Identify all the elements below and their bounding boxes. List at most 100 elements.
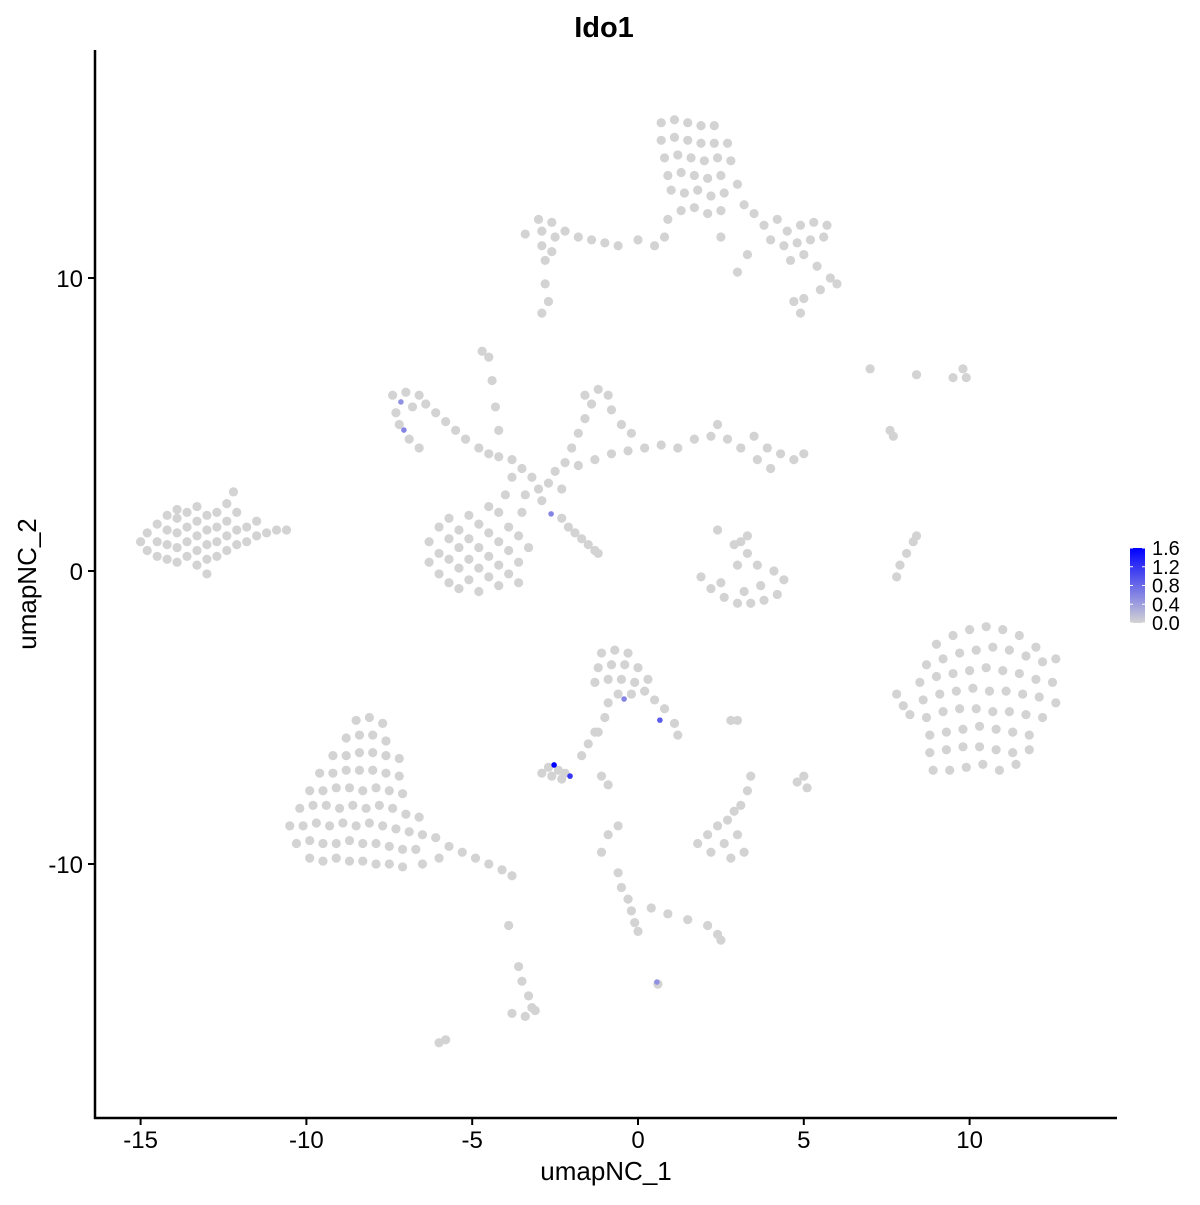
cell-point bbox=[537, 226, 547, 236]
cell-point bbox=[527, 472, 537, 482]
cell-point bbox=[799, 449, 809, 459]
cell-point bbox=[901, 548, 912, 559]
cell-point bbox=[766, 463, 776, 474]
cell-point bbox=[696, 138, 706, 148]
cell-point bbox=[600, 238, 610, 248]
cell-point bbox=[500, 490, 510, 500]
cell-point bbox=[689, 170, 699, 181]
cell-point bbox=[474, 586, 484, 597]
cell-point bbox=[484, 449, 494, 459]
cell-point bbox=[640, 686, 650, 696]
cell-point bbox=[441, 1035, 451, 1045]
cell-point bbox=[600, 712, 610, 723]
cell-point bbox=[537, 496, 547, 506]
cell-point bbox=[464, 510, 474, 520]
cell-point bbox=[444, 513, 454, 523]
cell-point bbox=[941, 727, 951, 737]
cell-point bbox=[464, 554, 474, 564]
cell-point bbox=[752, 455, 762, 465]
cell-point bbox=[404, 434, 414, 444]
cell-point bbox=[444, 578, 454, 588]
cell-point bbox=[1021, 709, 1031, 720]
cell-point bbox=[742, 249, 753, 260]
cell-point bbox=[414, 812, 424, 822]
cell-point bbox=[593, 384, 603, 394]
cell-point bbox=[795, 308, 806, 318]
cell-point bbox=[971, 704, 981, 714]
expressing-cell-point bbox=[621, 696, 627, 702]
cell-point bbox=[633, 926, 643, 936]
cell-point bbox=[696, 572, 706, 582]
cell-point bbox=[729, 806, 739, 816]
cell-point bbox=[474, 542, 484, 553]
cell-point bbox=[978, 759, 988, 769]
cell-point bbox=[792, 238, 802, 248]
cell-point bbox=[762, 443, 772, 453]
cell-point bbox=[281, 525, 292, 535]
cell-point bbox=[706, 431, 716, 441]
cell-point bbox=[832, 279, 842, 289]
cell-point bbox=[683, 135, 693, 145]
cell-point bbox=[898, 701, 908, 711]
cell-point bbox=[1014, 630, 1024, 641]
colorbar bbox=[1130, 548, 1145, 623]
cell-point bbox=[305, 853, 315, 863]
cell-point bbox=[865, 364, 875, 374]
cell-point bbox=[424, 537, 434, 547]
cell-point bbox=[560, 226, 570, 236]
cell-point bbox=[659, 153, 670, 163]
cell-point bbox=[457, 847, 467, 857]
cell-point bbox=[892, 689, 902, 699]
cell-point bbox=[659, 704, 670, 714]
cell-point bbox=[162, 525, 172, 535]
cell-point bbox=[693, 838, 703, 849]
cell-point bbox=[616, 419, 627, 430]
cell-point bbox=[603, 390, 613, 400]
cell-point bbox=[371, 859, 381, 869]
cell-point bbox=[520, 490, 530, 500]
cell-point bbox=[819, 232, 829, 242]
cell-point bbox=[666, 185, 676, 195]
cell-point bbox=[232, 540, 242, 550]
cell-point bbox=[371, 783, 381, 793]
cell-point bbox=[703, 208, 713, 219]
cell-point bbox=[593, 548, 603, 559]
cell-point bbox=[656, 440, 666, 450]
cell-point bbox=[202, 569, 212, 579]
cell-point bbox=[729, 540, 739, 550]
cell-point bbox=[779, 241, 789, 251]
cell-point bbox=[606, 405, 617, 415]
cell-point bbox=[507, 1008, 517, 1019]
cell-point bbox=[732, 179, 743, 189]
cell-point bbox=[779, 575, 789, 585]
cell-point bbox=[1037, 712, 1048, 723]
cell-point bbox=[756, 581, 766, 591]
cell-point bbox=[613, 689, 623, 699]
cell-point bbox=[494, 581, 504, 591]
cell-point bbox=[421, 399, 431, 409]
cell-point bbox=[603, 698, 613, 708]
cell-point bbox=[782, 226, 792, 236]
cell-point bbox=[988, 707, 998, 717]
cell-point bbox=[752, 560, 762, 570]
cell-point bbox=[673, 150, 683, 160]
cell-point bbox=[444, 841, 454, 852]
cell-point bbox=[739, 200, 749, 210]
cell-point bbox=[371, 838, 381, 849]
cell-point bbox=[965, 666, 975, 676]
cell-point bbox=[550, 466, 560, 476]
cell-point bbox=[596, 771, 607, 781]
cell-point bbox=[507, 455, 517, 465]
cell-point bbox=[719, 838, 729, 849]
cell-point bbox=[431, 408, 441, 418]
cell-point bbox=[537, 241, 547, 251]
cell-point bbox=[397, 844, 408, 854]
cell-point bbox=[298, 821, 308, 831]
cell-point bbox=[809, 217, 819, 227]
cell-point bbox=[388, 803, 398, 813]
cell-point bbox=[925, 730, 935, 740]
cell-point bbox=[580, 390, 590, 400]
cell-point bbox=[703, 920, 713, 931]
cell-point bbox=[676, 167, 686, 178]
cell-point bbox=[497, 865, 507, 875]
